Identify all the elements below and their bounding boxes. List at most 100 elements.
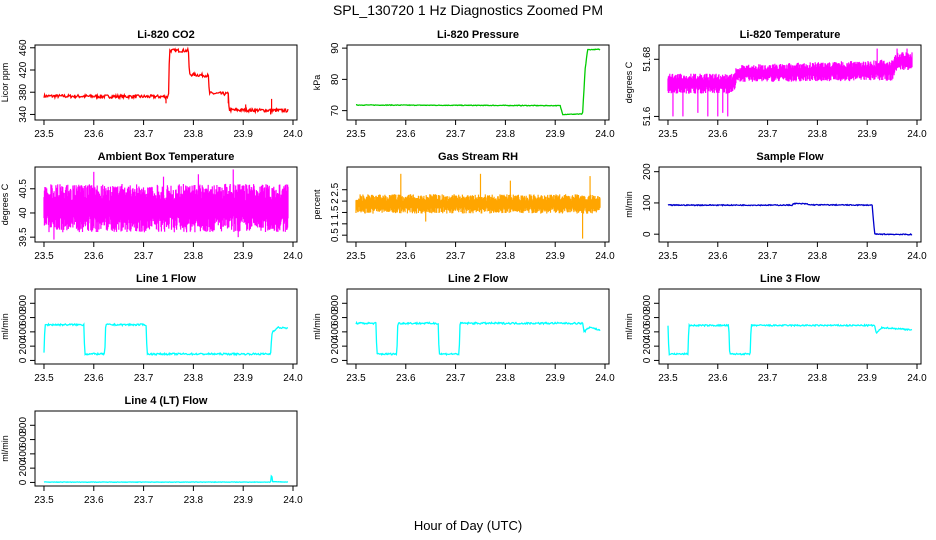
y-tick-label: 800	[330, 295, 341, 312]
x-tick-label: 24.0	[283, 129, 303, 140]
y-tick-label: 90	[330, 42, 341, 54]
y-axis-label: ml/min	[0, 435, 10, 462]
panel-7: Line 1 Flow ml/min 23.5 23.6 23.7 23.8 23.9 24.…	[0, 273, 303, 384]
x-tick-label: 24.0	[283, 373, 303, 384]
x-tick-label: 24.0	[595, 129, 615, 140]
x-tick-label: 24.0	[907, 373, 927, 384]
plot-frame	[346, 44, 610, 121]
x-tick-label: 23.7	[446, 373, 466, 384]
y-tick-label: 0.5	[330, 228, 341, 242]
x-tick-label: 24.0	[595, 373, 615, 384]
x-tick-label: 23.5	[34, 129, 54, 140]
series-line	[667, 202, 913, 236]
plot-frame	[34, 410, 298, 487]
y-tick-label: 0	[18, 479, 29, 485]
x-tick-label: 23.6	[396, 129, 416, 140]
y-axis-label: ml/min	[312, 313, 322, 340]
y-axis-label: percent	[312, 189, 322, 220]
figure-title: SPL_130720 1 Hz Diagnostics Zoomed PM	[332, 2, 604, 18]
y-axis-label: ml/min	[624, 191, 634, 218]
y-tick-label: 600	[642, 309, 653, 326]
plot-frame	[658, 44, 922, 121]
y-axis-label: degrees C	[624, 61, 634, 103]
y-tick-label: 200	[642, 163, 653, 180]
series-line	[355, 48, 601, 116]
panel-2: Li-820 Pressure kPa 23.5 23.6 23.7 23.8 23.9 24…	[312, 29, 615, 140]
panel-title: Ambient Box Temperature	[98, 151, 235, 163]
x-tick-label: 23.5	[34, 495, 54, 506]
y-tick-label: 600	[18, 431, 29, 448]
y-axis-label: degrees C	[0, 183, 10, 225]
panel-9: Line 3 Flow ml/min 23.5 23.6 23.7 23.8 23.9 24.…	[624, 273, 927, 384]
series-line	[667, 322, 913, 356]
x-tick-label: 23.5	[346, 373, 366, 384]
x-tick-label: 23.6	[84, 251, 104, 262]
x-tick-label: 23.8	[808, 251, 828, 262]
x-tick-label: 23.9	[233, 373, 253, 384]
plot-frame	[34, 288, 298, 365]
x-tick-label: 23.5	[346, 251, 366, 262]
x-tick-label: 23.9	[857, 373, 877, 384]
x-tick-label: 23.5	[346, 129, 366, 140]
x-tick-label: 23.6	[84, 495, 104, 506]
x-tick-label: 23.6	[84, 129, 104, 140]
panel-6: Sample Flow ml/min 23.5 23.6 23.7 23.8 23.9 24.…	[624, 151, 927, 262]
x-axis-label: Hour of Day (UTC)	[413, 518, 523, 533]
panel-title: Line 2 Flow	[448, 273, 508, 285]
y-tick-label: 460	[18, 39, 29, 56]
y-tick-label: 400	[642, 323, 653, 340]
x-tick-label: 23.8	[496, 129, 516, 140]
panel-title: Gas Stream RH	[438, 151, 518, 163]
y-tick-label: 400	[18, 323, 29, 340]
y-tick-label: 340	[18, 106, 29, 123]
x-tick-label: 24.0	[907, 129, 927, 140]
y-tick-label: 200	[18, 459, 29, 476]
x-tick-label: 23.8	[184, 129, 204, 140]
y-tick-label: 800	[18, 417, 29, 434]
y-tick-label: 1	[330, 221, 341, 227]
x-tick-label: 23.5	[658, 373, 678, 384]
plot-frame	[346, 288, 610, 365]
y-tick-label: 51.6	[642, 106, 653, 126]
x-tick-label: 23.9	[545, 373, 565, 384]
y-tick-label: 0	[330, 357, 341, 363]
x-tick-label: 23.8	[184, 251, 204, 262]
x-tick-label: 24.0	[907, 251, 927, 262]
panel-4: Ambient Box Temperature degrees C 23.5 23.6…	[0, 151, 303, 262]
panel-10: Line 4 (LT) Flow ml/min 23.5 23.6 23.7 23.8 23…	[0, 395, 303, 506]
plot-frame	[346, 166, 610, 243]
x-tick-label: 23.5	[658, 251, 678, 262]
x-tick-label: 24.0	[595, 251, 615, 262]
x-tick-label: 23.6	[396, 373, 416, 384]
y-tick-label: 0	[642, 357, 653, 363]
x-tick-label: 23.6	[708, 129, 728, 140]
y-tick-label: 1.5	[330, 205, 341, 219]
y-tick-label: 380	[18, 83, 29, 100]
x-tick-label: 23.6	[84, 373, 104, 384]
y-axis-label: Licor ppm	[0, 63, 10, 103]
x-tick-label: 23.7	[446, 251, 466, 262]
x-tick-label: 23.5	[658, 129, 678, 140]
x-tick-label: 23.9	[545, 251, 565, 262]
x-tick-label: 23.7	[758, 373, 778, 384]
y-tick-label: 600	[18, 309, 29, 326]
panel-1: Li-820 CO2 Licor ppm 23.5 23.6 23.7 23.8 23.9 2…	[0, 29, 303, 140]
x-tick-label: 24.0	[283, 495, 303, 506]
x-tick-label: 23.9	[233, 129, 253, 140]
y-axis-label: ml/min	[0, 313, 10, 340]
y-tick-label: 70	[330, 105, 341, 117]
series-line	[355, 320, 601, 356]
series-band	[355, 194, 601, 214]
x-tick-label: 23.8	[496, 251, 516, 262]
series-band	[667, 52, 913, 94]
panel-title: Li-820 Pressure	[437, 29, 519, 41]
x-tick-label: 23.5	[34, 373, 54, 384]
x-tick-label: 23.7	[134, 129, 154, 140]
x-tick-label: 23.9	[857, 251, 877, 262]
y-tick-label: 200	[642, 337, 653, 354]
panel-title: Sample Flow	[756, 151, 824, 163]
x-tick-label: 24.0	[283, 251, 303, 262]
panel-title: Line 4 (LT) Flow	[125, 395, 208, 407]
y-tick-label: 2	[330, 198, 341, 204]
x-tick-label: 23.9	[545, 129, 565, 140]
